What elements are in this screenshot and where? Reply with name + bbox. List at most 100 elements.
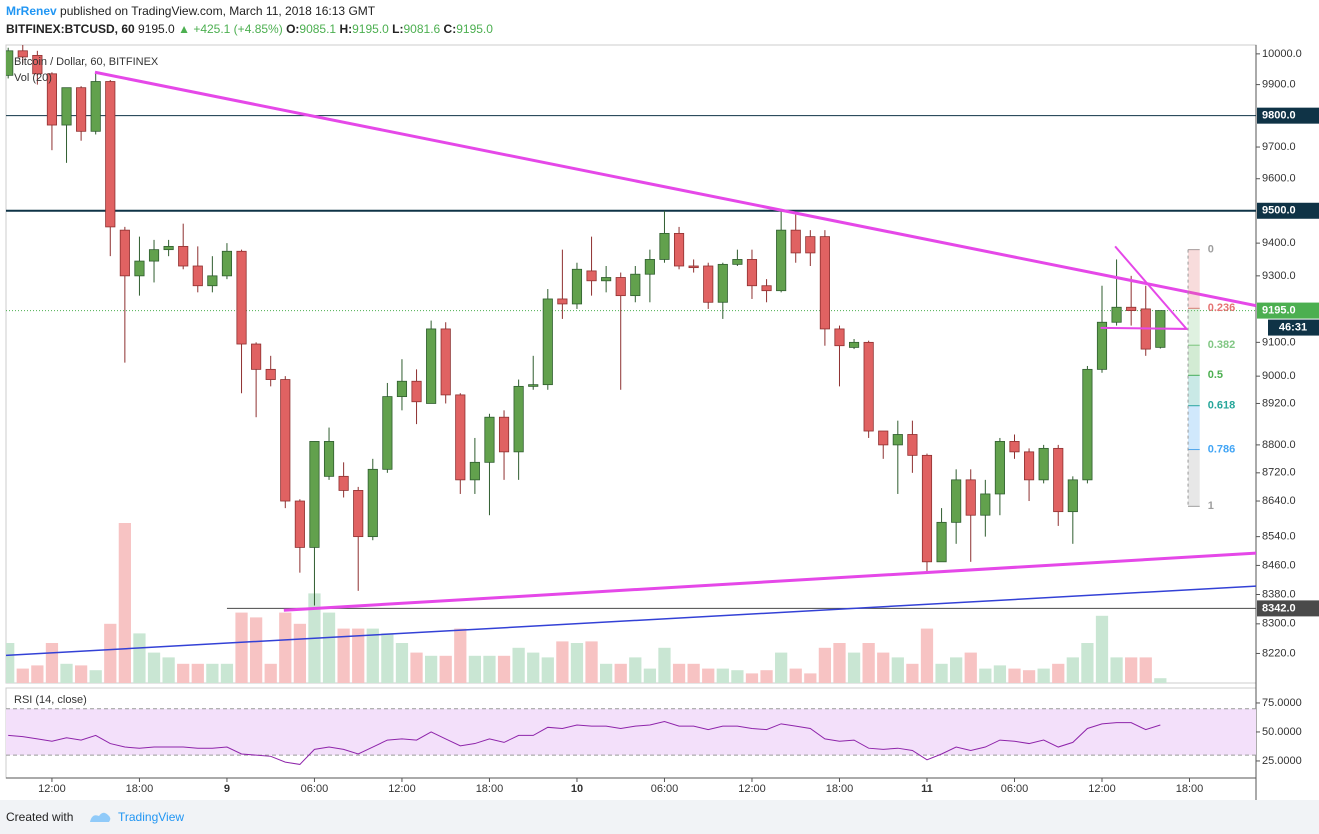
volume-bar [614, 663, 627, 683]
volume-bar [964, 652, 977, 683]
candle-body [105, 81, 116, 228]
x-tick-label: 11 [921, 783, 933, 795]
candle-body [571, 268, 583, 305]
candle-body [805, 236, 816, 254]
field-key: C: [443, 22, 457, 36]
candle-body [1126, 306, 1137, 311]
volume-bar [716, 668, 729, 683]
candle-body [761, 285, 772, 292]
x-tick-label: 9 [224, 783, 230, 795]
fib-zone [1188, 345, 1200, 376]
fib-zone [1188, 249, 1200, 309]
y-tick-label: 9700.0 [1262, 141, 1296, 153]
volume-bar [31, 665, 44, 683]
fib-label: 0.236 [1208, 302, 1236, 314]
candle-body [90, 81, 101, 132]
volume-bar [191, 663, 204, 683]
volume-bar [1139, 657, 1152, 683]
fib-zone [1188, 405, 1200, 450]
volume-bar [920, 628, 934, 683]
publish-line: MrRenev published on TradingView.com, Ma… [6, 4, 375, 18]
volume-bar [1037, 668, 1050, 683]
volume-bar [235, 612, 248, 683]
candle-body [163, 245, 174, 251]
y-tick-label: 9300.0 [1262, 270, 1296, 282]
field-key: L: [392, 22, 404, 36]
x-tick-label: 18:00 [826, 783, 854, 795]
candle-body [907, 434, 918, 456]
candle-body [192, 265, 203, 287]
volume-bar [439, 655, 452, 683]
candle-body [994, 441, 1005, 495]
candle-body [673, 232, 685, 267]
volume-bar [497, 655, 511, 683]
candle-body [644, 259, 655, 275]
y-tick-label: 8460.0 [1262, 559, 1296, 571]
volume-bar [556, 641, 569, 683]
y-tick-label: 9000.0 [1262, 370, 1296, 382]
rsi-line [8, 720, 1161, 765]
candle-body [32, 54, 43, 75]
symbol: BITFINEX:BTCUSD, 60 [6, 22, 135, 36]
trend-line [6, 585, 1256, 657]
volume-bar [585, 641, 598, 683]
candle-body [17, 50, 28, 58]
field-value: 9195.0 [456, 22, 493, 36]
rsi-layer [6, 708, 1256, 765]
candle-body [557, 298, 568, 305]
rsi-tick-label: 50.0000 [1262, 726, 1302, 738]
x-tick-label: 18:00 [1176, 783, 1204, 795]
field-value: 9195.0 [352, 22, 389, 36]
countdown-label: 46:31 [1279, 321, 1307, 333]
volume-bar [600, 663, 613, 683]
volume-bar [1008, 668, 1021, 683]
rsi-band [6, 708, 1256, 756]
header: MrRenev published on TradingView.com, Ma… [0, 0, 1319, 40]
volume-bar [249, 617, 263, 683]
candle-body [1067, 479, 1078, 513]
rsi-tick-label: 75.0000 [1262, 697, 1302, 709]
y-tick-label: 10000.0 [1262, 48, 1302, 60]
candle-body [148, 249, 160, 262]
fib-zone [1188, 375, 1200, 406]
level-badge [1257, 202, 1319, 219]
candle-body [776, 229, 787, 292]
volume-bar [672, 663, 686, 683]
y-tick-label: 8300.0 [1262, 618, 1296, 630]
candle-body [688, 265, 699, 269]
created-with: Created with [6, 810, 74, 824]
candle-body [134, 260, 145, 277]
fib-label: 0.5 [1208, 369, 1223, 381]
volume-bar [833, 643, 846, 683]
volume-bar [6, 643, 15, 683]
volume-bar [643, 668, 657, 683]
level-badge [1257, 107, 1319, 124]
volume-bar [818, 647, 832, 683]
brand[interactable]: TradingView [118, 810, 185, 824]
line-layer [6, 115, 1256, 609]
candle-body [236, 250, 247, 345]
candle-body [717, 263, 728, 303]
field-value: 9085.1 [299, 22, 337, 36]
candle-body [586, 270, 597, 282]
candle-body [6, 50, 14, 76]
fib-label: 0.786 [1208, 443, 1236, 455]
x-tick-label: 18:00 [126, 783, 154, 795]
field-value: 9081.6 [403, 22, 441, 36]
y-tick-label: 9900.0 [1262, 79, 1296, 91]
volume-bar [1154, 678, 1167, 683]
ohlc-fields: O:9085.1 H:9195.0 L:9081.6 C:9195.0 [286, 22, 493, 36]
fib-label: 1 [1208, 500, 1214, 512]
x-tick-label: 12:00 [1088, 783, 1116, 795]
volume-bar [206, 663, 219, 683]
candle-body [921, 454, 933, 563]
axis-layer: 10000.09900.09700.09600.09400.09300.0910… [38, 48, 1319, 795]
level-badge-label: 8342.0 [1262, 602, 1296, 614]
candle-body [46, 73, 58, 126]
author[interactable]: MrRenev [6, 4, 57, 18]
volume-bar [789, 668, 802, 683]
volume-bar [425, 655, 438, 683]
candle-body [936, 521, 947, 563]
candle-body [353, 490, 364, 538]
y-tick-label: 8920.0 [1262, 397, 1296, 409]
